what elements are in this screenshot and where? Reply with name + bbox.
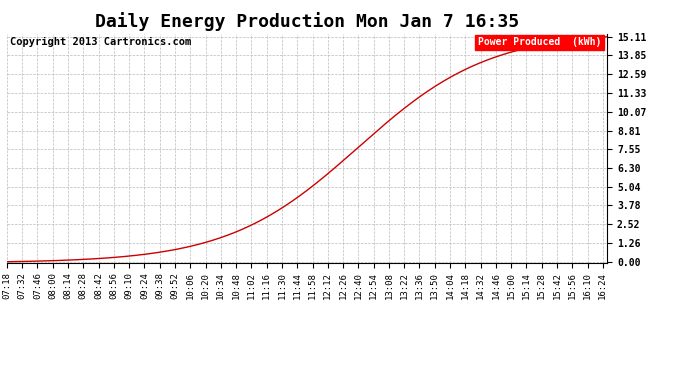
Text: Copyright 2013 Cartronics.com: Copyright 2013 Cartronics.com	[10, 37, 191, 47]
Text: Power Produced  (kWh): Power Produced (kWh)	[477, 37, 601, 47]
Title: Daily Energy Production Mon Jan 7 16:35: Daily Energy Production Mon Jan 7 16:35	[95, 12, 519, 31]
